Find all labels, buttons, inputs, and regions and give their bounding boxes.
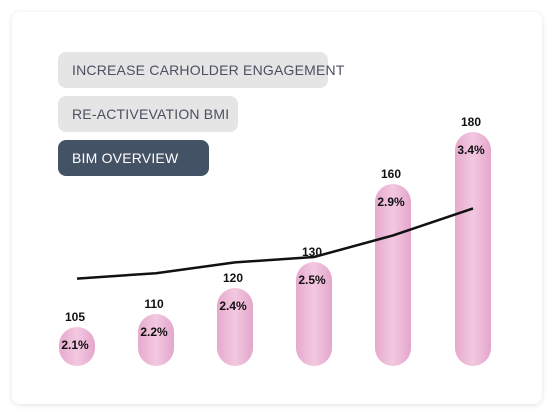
percent-label: 2.4% [219,299,247,313]
tab-reactivation-bmi[interactable]: RE-ACTIVEVATION BMI [58,96,238,132]
percent-label: 2.5% [298,273,326,287]
bar-value-label: 120 [223,271,243,285]
bar-2 [138,314,174,366]
bar-4 [296,262,332,366]
bar-1 [59,327,95,366]
bar-value-label: 130 [302,245,322,259]
bar-value-label: 105 [65,310,85,324]
bar-value-label: 110 [144,297,164,311]
bar-value-label: 180 [461,115,481,129]
percent-label: 2.2% [140,325,168,339]
percent-label: 2.9% [377,195,405,209]
bar-value-label: 160 [381,167,401,181]
percent-label: 2.1% [61,338,89,352]
bar-6 [455,132,491,366]
percent-label: 3.4% [457,143,485,157]
bar-3 [217,288,253,366]
bar-5 [375,184,411,366]
percentage-trend-line [76,207,474,280]
tab-increase-carholder-engagement[interactable]: INCREASE CARHOLDER ENGAGEMENT [58,52,344,88]
tab-bim-overview[interactable]: BIM OVERVIEW [58,140,209,176]
